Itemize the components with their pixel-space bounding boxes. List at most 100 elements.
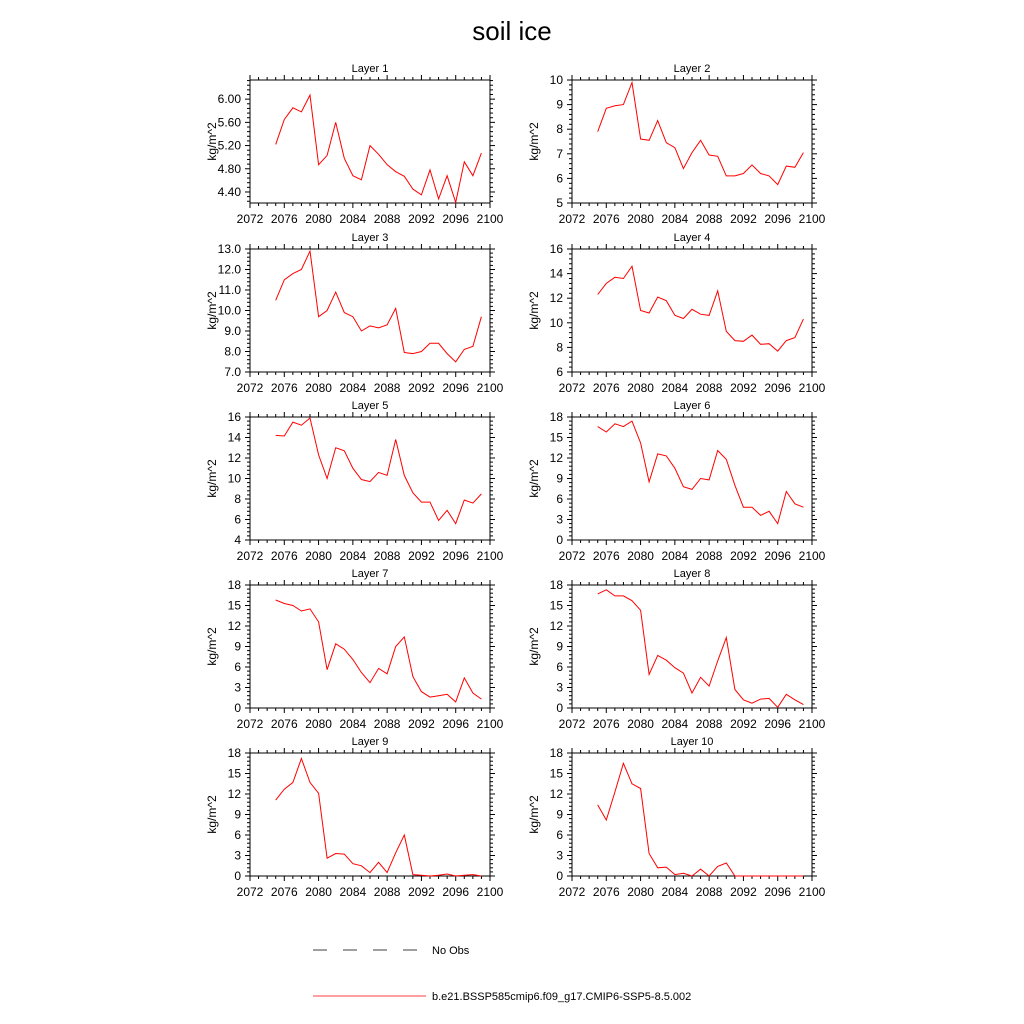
y-tick-label: 4.40 — [218, 185, 242, 199]
panel-layer-7: Layer 7 2072 2076 2080 2084 2088 2092 2096 2100 0… — [205, 568, 504, 731]
x-tick-label: 2088 — [696, 885, 723, 899]
data-line — [275, 417, 482, 525]
y-tick-label: 0 — [556, 533, 563, 547]
x-tick-label: 2088 — [696, 717, 723, 731]
panel-title: Layer 1 — [352, 63, 389, 75]
y-tick-label: 5.20 — [218, 139, 242, 153]
x-tick-label: 2072 — [559, 549, 586, 563]
y-tick-label: 14 — [228, 431, 242, 445]
x-tick-label: 2076 — [593, 717, 620, 731]
x-tick-label: 2092 — [730, 549, 757, 563]
x-tick-label: 2084 — [662, 212, 689, 226]
data-line — [275, 249, 482, 363]
y-tick-label: 12 — [228, 451, 242, 465]
panel-title: Layer 4 — [674, 232, 711, 244]
x-tick-label: 2080 — [627, 212, 654, 226]
y-tick-label: 11.0 — [219, 283, 242, 297]
x-tick-label: 2084 — [662, 717, 689, 731]
panel-layer-9: Layer 9 2072 2076 2080 2084 2088 2092 2096 2100 0… — [205, 736, 504, 899]
x-tick-label: 2076 — [271, 381, 298, 395]
y-axis-label: kg/m^2 — [205, 122, 219, 161]
x-tick-label: 2072 — [237, 381, 264, 395]
x-tick-label: 2072 — [559, 212, 586, 226]
x-tick-label: 2084 — [340, 885, 367, 899]
y-tick-label: 7.0 — [224, 365, 241, 379]
x-tick-label: 2092 — [730, 717, 757, 731]
x-tick-label: 2100 — [799, 212, 826, 226]
x-tick-label: 2096 — [442, 885, 469, 899]
x-tick-label: 2080 — [305, 549, 332, 563]
x-tick-label: 2080 — [305, 885, 332, 899]
y-tick-label: 7 — [556, 147, 563, 161]
plot-frame — [249, 752, 491, 877]
y-tick-label: 15 — [550, 767, 564, 781]
x-tick-label: 2084 — [662, 549, 689, 563]
panel-layer-1: Layer 1 2072 2076 2080 2084 2088 2092 2096 2100 4… — [205, 63, 504, 226]
legend: No Obs b.e21.BSSP585cmip6.f09_g17.CMIP6-S… — [313, 945, 691, 1003]
data-line — [275, 757, 482, 877]
y-tick-label: 18 — [550, 410, 564, 424]
x-tick-label: 2088 — [696, 212, 723, 226]
x-tick-label: 2072 — [237, 885, 264, 899]
y-axis-label: kg/m^2 — [205, 795, 219, 834]
y-tick-label: 15 — [228, 599, 242, 613]
y-tick-label: 6 — [556, 365, 563, 379]
y-tick-label: 6.00 — [218, 92, 242, 106]
legend-label-no-obs: No Obs — [432, 945, 470, 957]
x-tick-label: 2088 — [696, 381, 723, 395]
x-tick-label: 2092 — [408, 212, 435, 226]
y-tick-label: 0 — [556, 869, 563, 883]
y-axis-label: kg/m^2 — [527, 795, 541, 834]
y-tick-label: 10 — [228, 472, 242, 486]
x-tick-label: 2076 — [593, 381, 620, 395]
y-tick-label: 12.0 — [218, 263, 242, 277]
chart-title: soil ice — [472, 16, 552, 46]
x-tick-label: 2080 — [627, 717, 654, 731]
x-tick-label: 2092 — [730, 381, 757, 395]
x-tick-label: 2096 — [764, 381, 791, 395]
y-axis-label: kg/m^2 — [527, 122, 541, 161]
x-tick-label: 2084 — [662, 381, 689, 395]
y-tick-label: 18 — [550, 746, 564, 760]
x-tick-label: 2096 — [442, 717, 469, 731]
x-tick-label: 2088 — [374, 717, 401, 731]
panel-title: Layer 5 — [352, 400, 389, 412]
y-tick-label: 6 — [234, 660, 241, 674]
data-line — [275, 93, 482, 205]
x-tick-label: 2080 — [627, 381, 654, 395]
x-tick-label: 2100 — [477, 549, 504, 563]
x-tick-label: 2092 — [408, 549, 435, 563]
y-tick-label: 8.0 — [224, 345, 241, 359]
plot-frame — [571, 248, 813, 373]
y-tick-label: 18 — [228, 578, 242, 592]
x-tick-label: 2096 — [442, 381, 469, 395]
y-tick-label: 16 — [228, 410, 242, 424]
x-tick-label: 2088 — [374, 381, 401, 395]
plot-frame — [249, 248, 491, 373]
x-tick-label: 2096 — [764, 212, 791, 226]
panel-layer-10: Layer 10 2072 2076 2080 2084 2088 2092 2096 2100… — [527, 736, 826, 899]
y-tick-label: 5.60 — [218, 115, 242, 129]
y-tick-label: 9 — [556, 640, 563, 654]
data-line — [597, 761, 804, 877]
y-axis-label: kg/m^2 — [205, 291, 219, 330]
y-tick-label: 9 — [234, 808, 241, 822]
y-tick-label: 13.0 — [218, 242, 242, 256]
x-tick-label: 2076 — [271, 212, 298, 226]
x-tick-label: 2072 — [559, 885, 586, 899]
y-tick-label: 3 — [556, 681, 563, 695]
data-line — [597, 264, 804, 352]
x-tick-label: 2096 — [764, 885, 791, 899]
y-tick-label: 8 — [556, 122, 563, 136]
y-tick-label: 4 — [234, 533, 241, 547]
y-tick-label: 8 — [556, 340, 563, 354]
x-tick-label: 2076 — [593, 885, 620, 899]
y-tick-label: 18 — [228, 746, 242, 760]
x-tick-label: 2072 — [237, 212, 264, 226]
panel-layer-8: Layer 8 2072 2076 2080 2084 2088 2092 2096 2100 0… — [527, 568, 826, 731]
x-tick-label: 2100 — [799, 717, 826, 731]
x-tick-label: 2080 — [627, 885, 654, 899]
plot-frame — [571, 584, 813, 709]
x-tick-label: 2084 — [340, 212, 367, 226]
